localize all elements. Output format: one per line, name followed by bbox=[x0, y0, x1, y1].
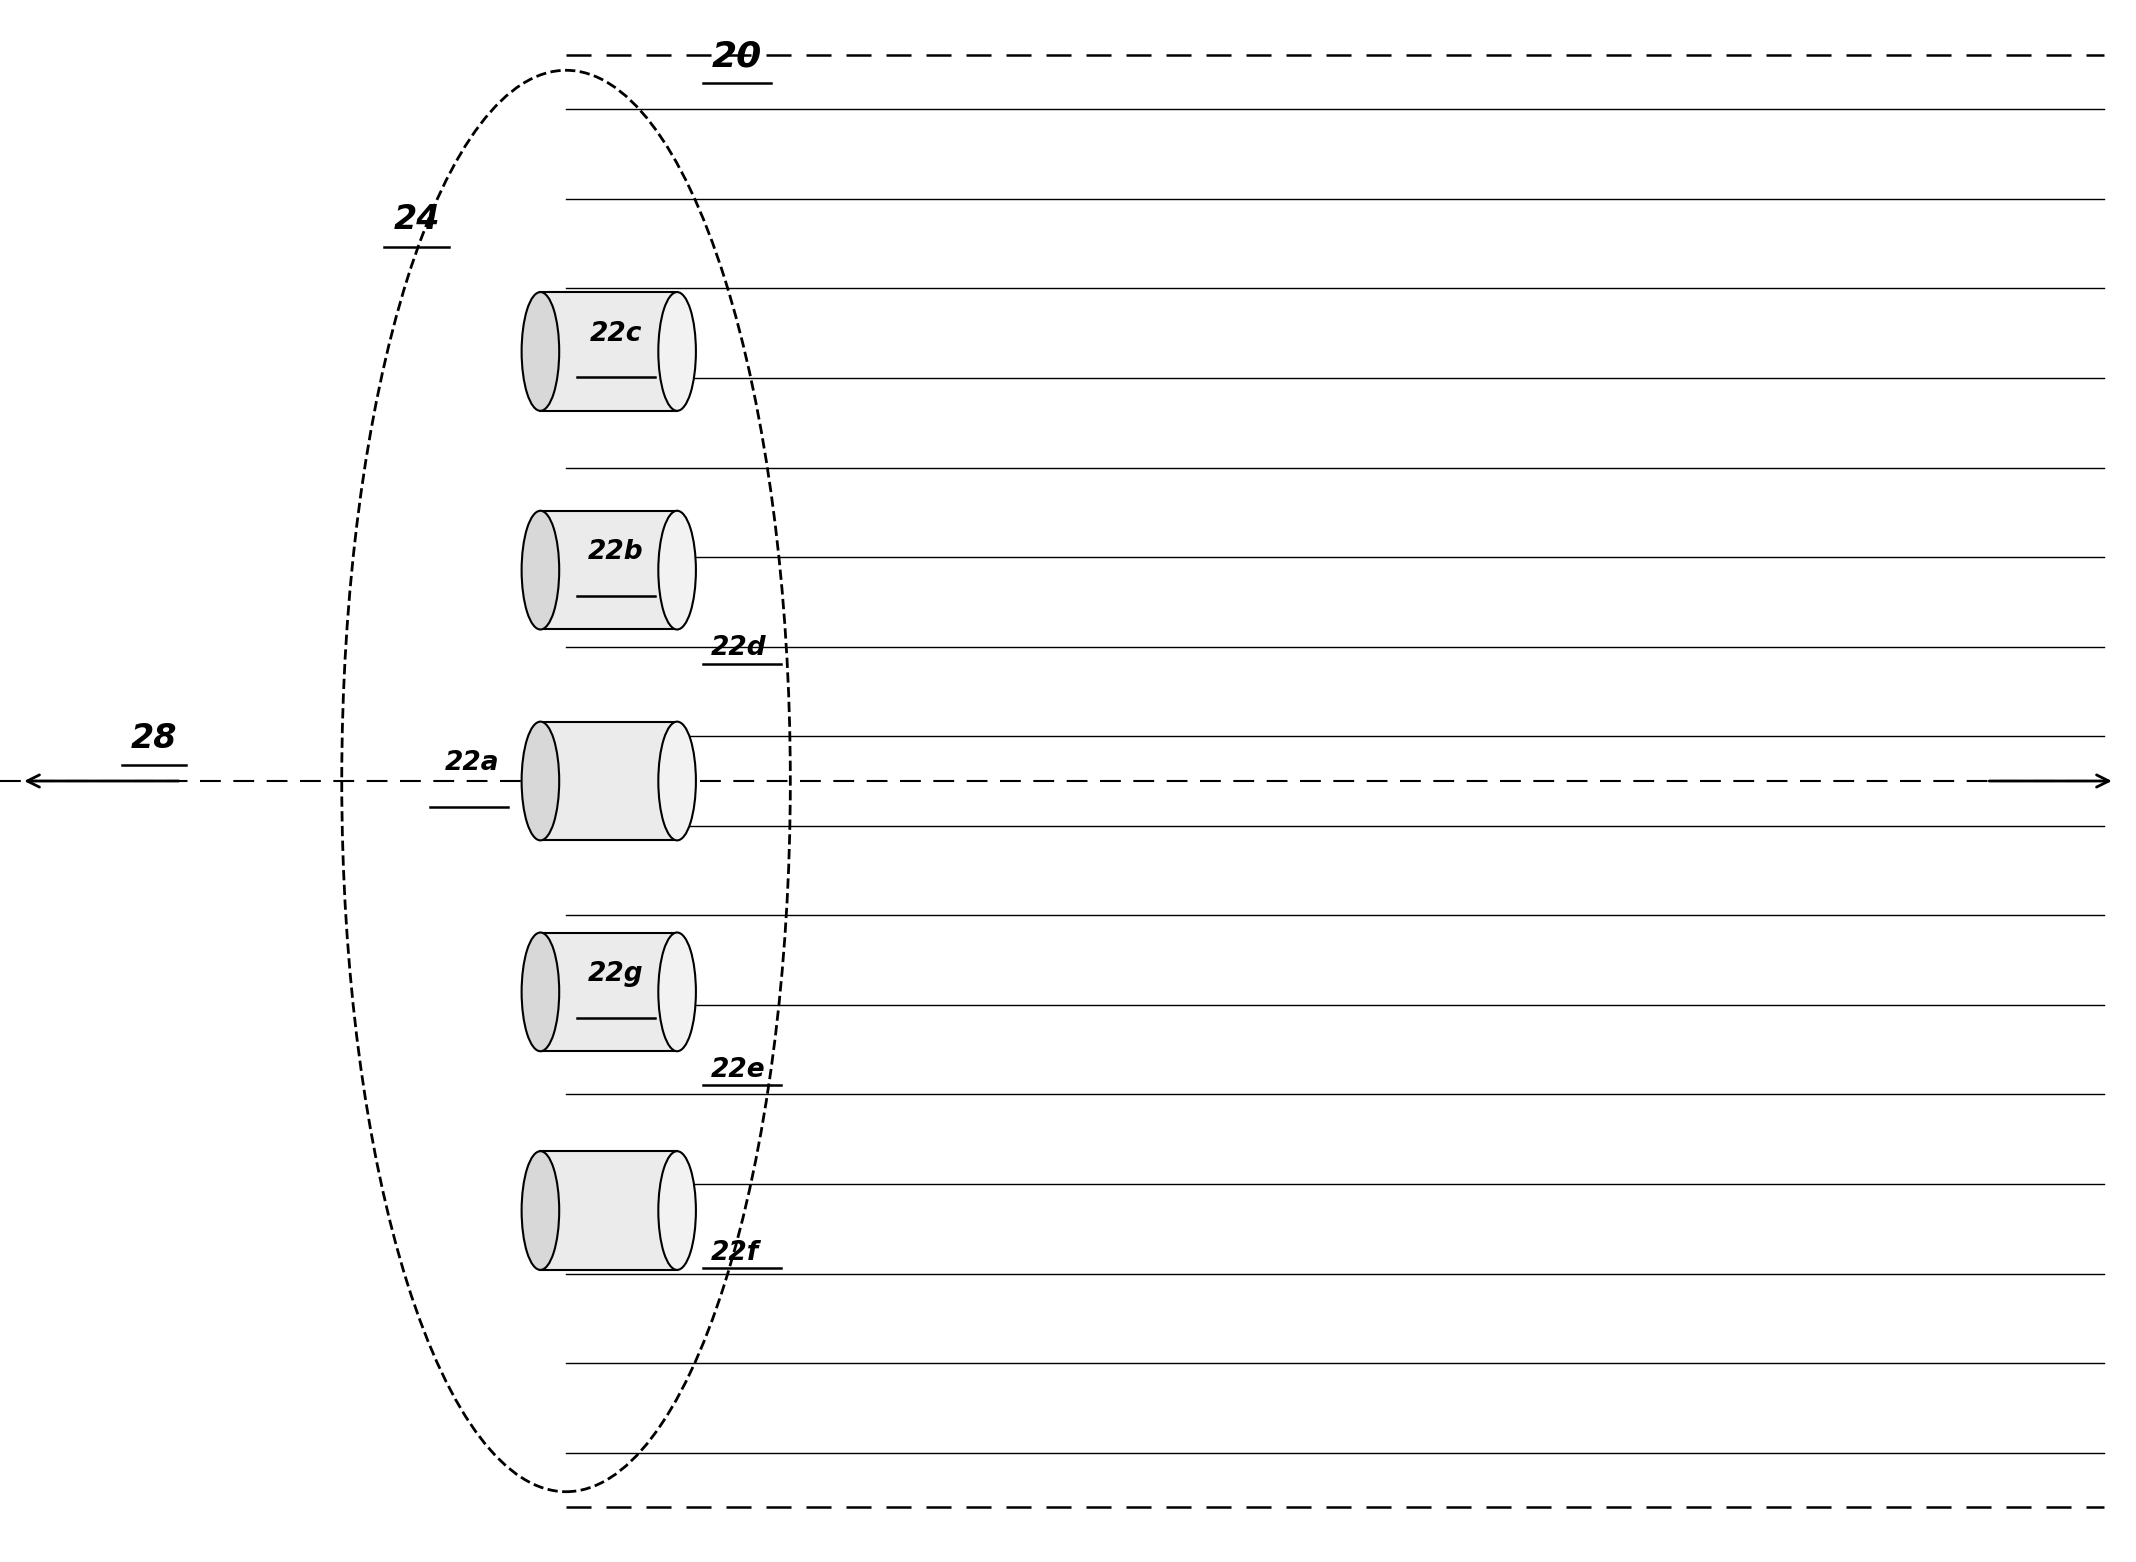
Ellipse shape bbox=[658, 1151, 696, 1270]
Text: 22e: 22e bbox=[711, 1057, 767, 1082]
Bar bbox=[540, 933, 677, 1051]
Bar bbox=[540, 1151, 677, 1270]
Text: 28: 28 bbox=[130, 722, 177, 754]
Bar bbox=[540, 511, 677, 629]
Text: 22f: 22f bbox=[711, 1240, 760, 1267]
Text: 22a: 22a bbox=[444, 750, 500, 776]
Text: 22c: 22c bbox=[590, 320, 641, 347]
Bar bbox=[540, 292, 677, 411]
Ellipse shape bbox=[521, 1151, 560, 1270]
Text: 22g: 22g bbox=[587, 961, 643, 987]
Text: 22b: 22b bbox=[587, 539, 643, 565]
Text: 24: 24 bbox=[393, 203, 440, 236]
Ellipse shape bbox=[521, 933, 560, 1051]
Bar bbox=[540, 722, 677, 840]
Text: 22d: 22d bbox=[711, 636, 767, 661]
Ellipse shape bbox=[658, 933, 696, 1051]
Ellipse shape bbox=[658, 722, 696, 840]
Ellipse shape bbox=[658, 511, 696, 629]
Ellipse shape bbox=[521, 511, 560, 629]
Ellipse shape bbox=[521, 722, 560, 840]
Ellipse shape bbox=[521, 292, 560, 411]
Ellipse shape bbox=[658, 292, 696, 411]
Text: 20: 20 bbox=[711, 39, 763, 73]
